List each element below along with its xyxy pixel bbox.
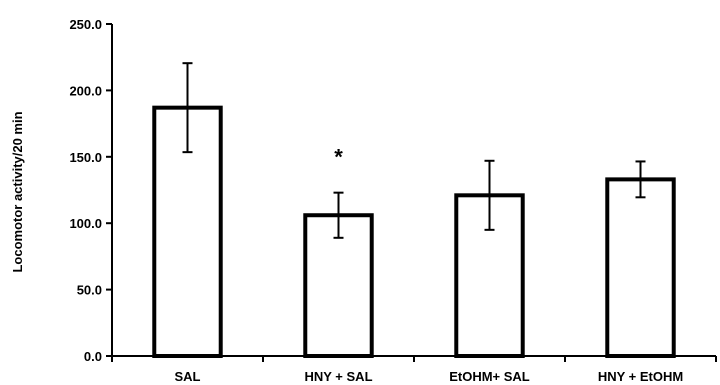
- y-tick-label: 150.0: [69, 150, 102, 165]
- x-category-label: SAL: [175, 369, 201, 384]
- x-category-label: EtOHM+ SAL: [449, 369, 530, 384]
- y-tick-label: 100.0: [69, 216, 102, 231]
- x-category-label: HNY + SAL: [304, 369, 372, 384]
- y-tick-label: 250.0: [69, 17, 102, 32]
- significance-marker: *: [334, 145, 343, 170]
- y-tick-label: 0.0: [84, 349, 102, 364]
- y-tick-label: 50.0: [77, 283, 102, 298]
- x-category-label: HNY + EtOHM: [598, 369, 683, 384]
- bar: [605, 177, 676, 358]
- y-tick-label: 200.0: [69, 83, 102, 98]
- bars-group: *: [152, 62, 676, 358]
- y-axis-title: Locomotor activity/20 min: [10, 111, 25, 272]
- y-axis: 0.0 50.0 100.0 150.0 200.0 250.0: [69, 17, 113, 364]
- x-axis: SAL HNY + SAL EtOHM+ SAL HNY + EtOHM: [111, 355, 717, 384]
